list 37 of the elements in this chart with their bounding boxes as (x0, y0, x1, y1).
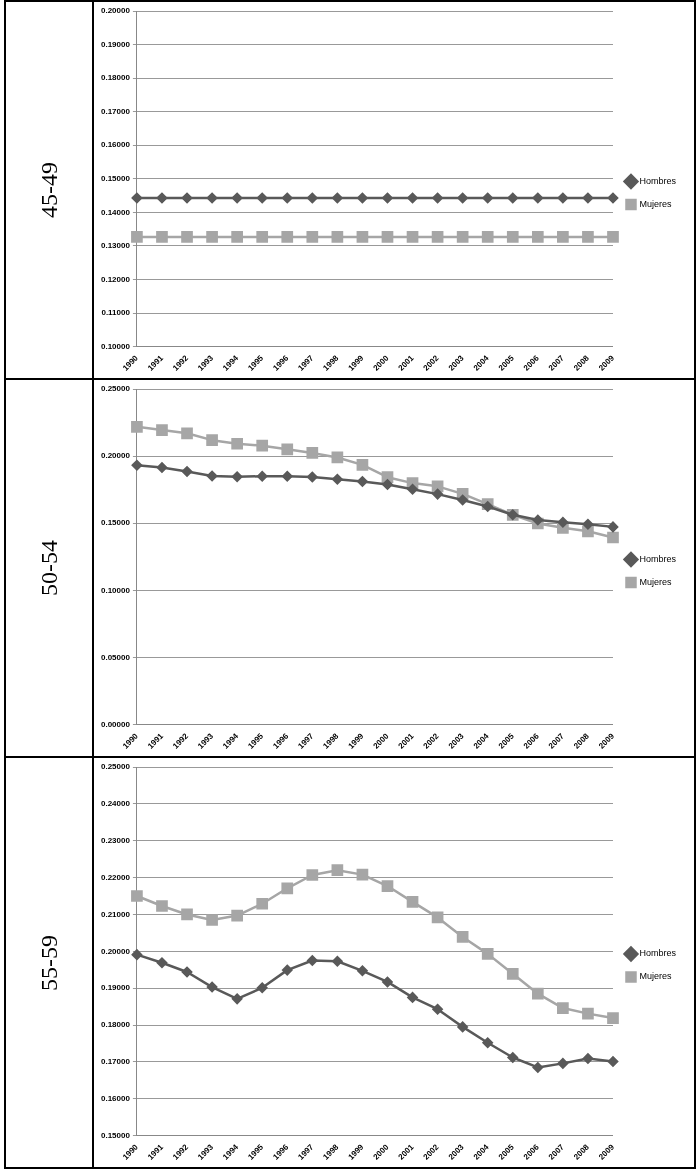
y-tick-label: 0.15000 (101, 1130, 131, 1140)
y-tick-label: 0.20000 (101, 451, 131, 461)
y-tick-label: 0.11000 (101, 308, 131, 318)
y-tick-label: 0.17000 (101, 106, 131, 116)
y-tick-label: 0.19000 (101, 983, 131, 993)
y-tick-label: 0.05000 (101, 652, 131, 662)
legend-label: Hombres (639, 948, 677, 959)
y-tick-label: 0.23000 (101, 835, 131, 845)
y-tick-label: 0.16000 (101, 140, 131, 150)
y-tick-label: 0.14000 (101, 207, 131, 217)
legend-label: Hombres (639, 553, 677, 564)
y-tick-label: 0.10000 (101, 341, 131, 351)
y-tick-label: 0.22000 (101, 872, 131, 882)
y-tick-label: 0.25000 (101, 762, 131, 772)
y-tick-label: 0.19000 (101, 39, 131, 49)
legend-label: Mujeres (639, 576, 672, 587)
y-tick-label: 0.15000 (101, 174, 131, 184)
y-axis-title: 50-54 (35, 540, 63, 596)
y-tick-label: 0.18000 (101, 73, 131, 83)
y-tick-label: 0.18000 (101, 1020, 131, 1030)
y-axis-title: 55-59 (35, 934, 63, 991)
y-tick-label: 0.20000 (101, 946, 131, 956)
y-tick-label: 0.16000 (101, 1093, 131, 1103)
legend-label: Hombres (639, 175, 677, 186)
legend-label: Mujeres (639, 198, 672, 209)
y-tick-label: 0.25000 (101, 384, 131, 394)
y-tick-label: 0.13000 (101, 241, 131, 251)
y-tick-label: 0.12000 (101, 274, 131, 284)
y-tick-label: 0.15000 (101, 518, 131, 528)
y-tick-label: 0.10000 (101, 585, 131, 595)
y-tick-label: 0.20000 (101, 6, 131, 16)
y-tick-label: 0.17000 (101, 1057, 131, 1067)
y-tick-label: 0.00000 (101, 719, 131, 729)
y-tick-label: 0.24000 (101, 799, 131, 809)
y-tick-label: 0.21000 (101, 909, 131, 919)
legend-label: Mujeres (639, 971, 672, 982)
y-axis-title: 45-49 (35, 162, 63, 218)
